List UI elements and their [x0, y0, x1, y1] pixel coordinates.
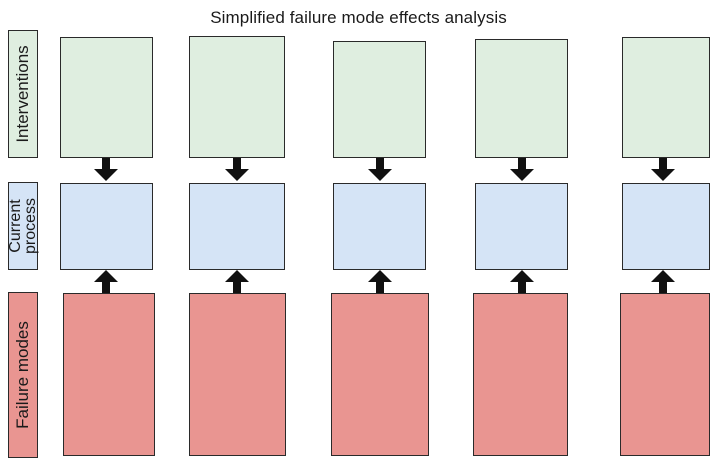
down-arrow-5 [651, 158, 675, 181]
current-process-box-3 [333, 183, 426, 270]
row-label-failure-modes: Failure modes [8, 292, 38, 458]
current-process-box-1 [60, 183, 153, 270]
current-process-box-2 [189, 183, 285, 270]
up-arrow-5 [651, 270, 675, 293]
failure-mode-box-1 [63, 293, 155, 456]
up-arrow-1 [94, 270, 118, 293]
down-arrow-4 [510, 158, 534, 181]
intervention-box-1 [60, 37, 153, 158]
current-process-box-4 [475, 183, 568, 270]
intervention-box-4 [475, 39, 568, 158]
down-arrow-1 [94, 158, 118, 181]
up-arrow-3 [368, 270, 392, 293]
intervention-box-2 [189, 36, 285, 158]
up-arrows [94, 270, 675, 293]
diagram-title: Simplified failure mode effects analysis [210, 8, 507, 27]
up-arrow-4 [510, 270, 534, 293]
down-arrows [94, 158, 675, 181]
failure-mode-box-4 [473, 293, 568, 456]
down-arrow-2 [225, 158, 249, 181]
failure-mode-box-5 [620, 293, 710, 456]
up-arrow-2 [225, 270, 249, 293]
failure-mode-box-3 [331, 293, 429, 456]
current-process-box-5 [622, 183, 710, 270]
down-arrow-3 [368, 158, 392, 181]
row-label-current-process: Current process [7, 182, 39, 270]
intervention-box-3 [333, 41, 426, 158]
intervention-box-5 [622, 37, 710, 158]
row-label-interventions: Interventions [8, 30, 38, 158]
failure-mode-box-2 [189, 293, 286, 456]
